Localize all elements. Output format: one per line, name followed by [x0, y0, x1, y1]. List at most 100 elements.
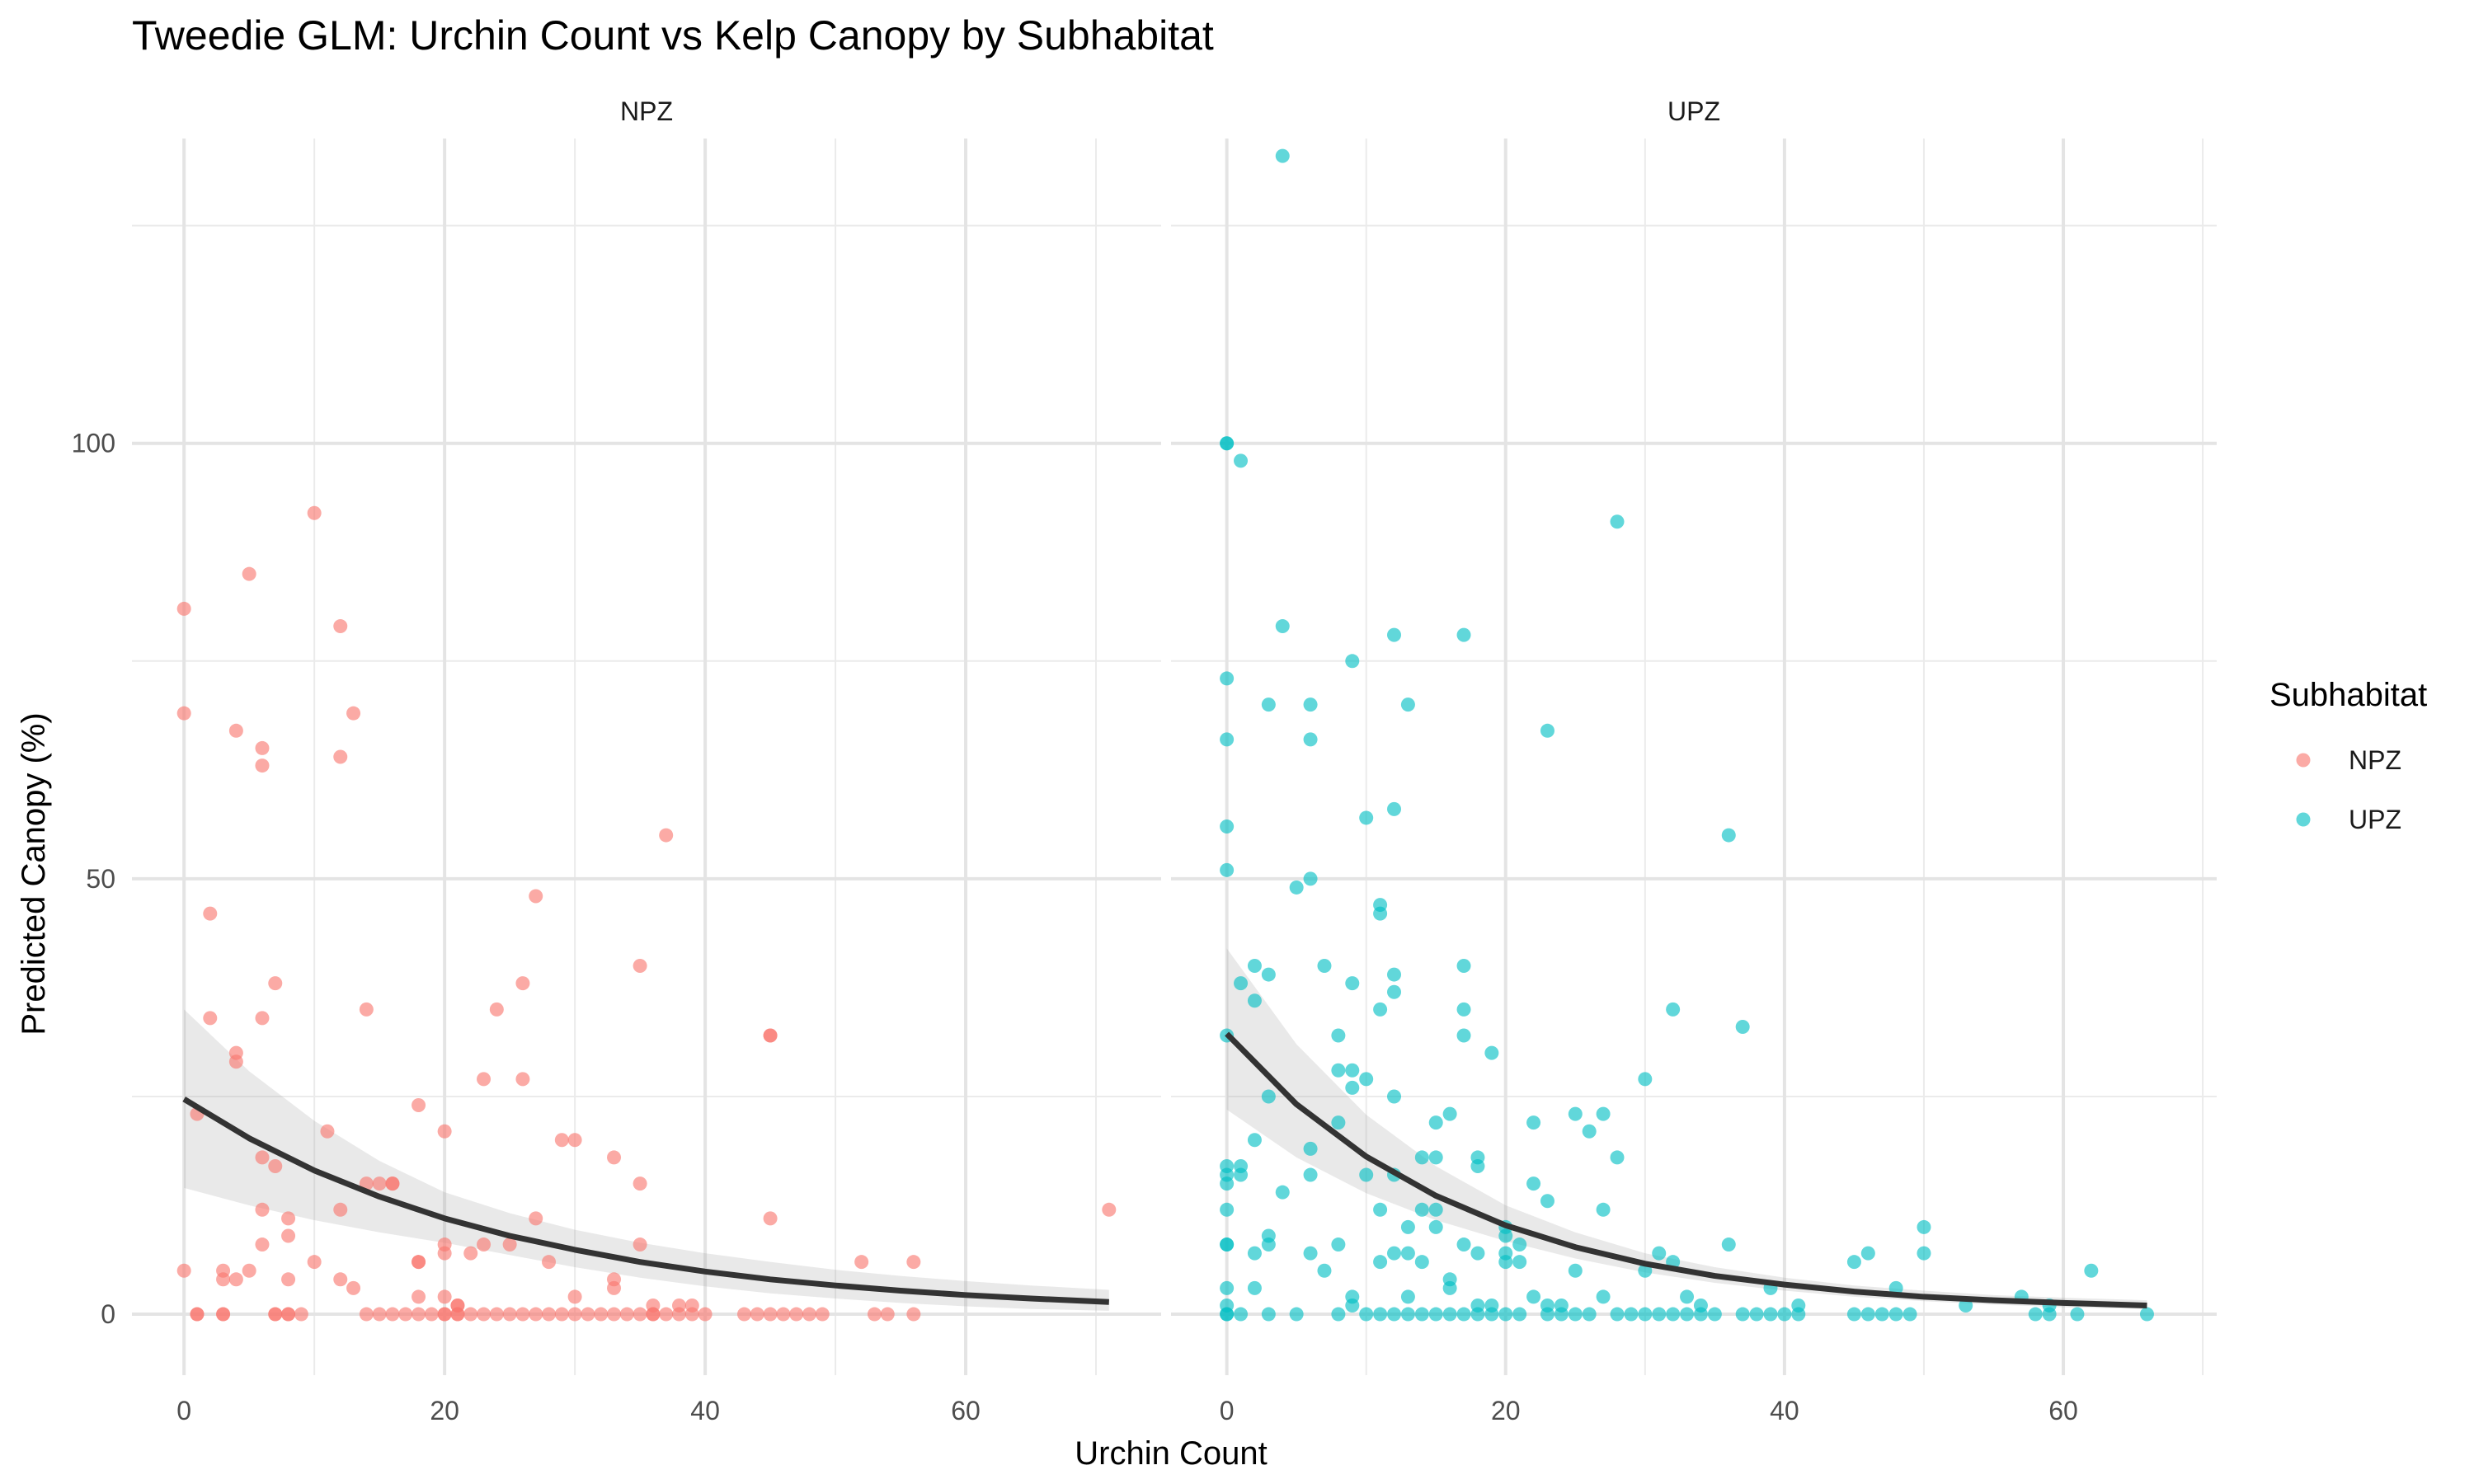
- data-point: [1428, 1219, 1443, 1234]
- data-point: [1345, 1063, 1360, 1078]
- data-point: [1456, 1028, 1471, 1043]
- data-point: [698, 1307, 713, 1322]
- data-point: [190, 1307, 205, 1322]
- legend-key-npz: [2296, 753, 2311, 768]
- data-point: [567, 1307, 582, 1322]
- data-point: [398, 1307, 413, 1322]
- data-point: [268, 1158, 283, 1173]
- data-point: [1693, 1307, 1708, 1322]
- data-point: [281, 1307, 296, 1322]
- data-point: [1261, 1307, 1276, 1322]
- data-point: [255, 1150, 270, 1165]
- data-point: [1373, 1202, 1388, 1217]
- data-point: [412, 1307, 426, 1322]
- data-point: [1317, 959, 1332, 974]
- x-tick-label: 0: [176, 1396, 191, 1425]
- data-point: [1331, 1028, 1346, 1043]
- data-point: [281, 1272, 296, 1287]
- data-point: [1261, 967, 1276, 982]
- data-point: [906, 1307, 921, 1322]
- data-point: [437, 1307, 452, 1322]
- data-point: [242, 566, 256, 581]
- data-point: [1247, 1246, 1262, 1261]
- data-point: [1721, 828, 1736, 843]
- data-point: [1596, 1106, 1611, 1121]
- data-point: [1610, 1307, 1625, 1322]
- data-point: [1707, 1307, 1722, 1322]
- data-point: [529, 1211, 543, 1226]
- data-point: [1387, 801, 1402, 816]
- data-point: [607, 1307, 622, 1322]
- data-point: [1512, 1255, 1527, 1270]
- data-point: [463, 1246, 478, 1261]
- data-point: [1540, 723, 1554, 738]
- data-point: [1387, 984, 1402, 999]
- legend-label-upz: UPZ: [2349, 805, 2401, 834]
- data-points: [176, 505, 1117, 1322]
- data-point: [294, 1307, 308, 1322]
- data-point: [1331, 1237, 1346, 1252]
- data-point: [1680, 1307, 1695, 1322]
- data-point: [255, 758, 270, 773]
- data-point: [684, 1307, 699, 1322]
- data-point: [477, 1237, 492, 1252]
- data-point: [1247, 1280, 1262, 1295]
- data-point: [1512, 1307, 1527, 1322]
- facet-strip-label: NPZ: [620, 96, 673, 126]
- data-point: [281, 1211, 296, 1226]
- data-point: [1428, 1202, 1443, 1217]
- data-point: [216, 1307, 231, 1322]
- data-point: [437, 1289, 452, 1304]
- data-point: [1540, 1194, 1554, 1209]
- data-point: [242, 1263, 256, 1278]
- data-point: [1652, 1307, 1667, 1322]
- data-point: [1373, 1307, 1388, 1322]
- data-point: [1414, 1150, 1429, 1165]
- data-point: [1582, 1307, 1597, 1322]
- data-point: [1317, 1263, 1332, 1278]
- data-point: [1303, 1167, 1318, 1182]
- data-point: [594, 1307, 609, 1322]
- x-tick-label: 40: [690, 1396, 720, 1425]
- data-point: [489, 1002, 504, 1017]
- data-point: [1400, 697, 1415, 712]
- data-point: [359, 1002, 374, 1017]
- data-point: [502, 1237, 517, 1252]
- data-point: [1102, 1202, 1117, 1217]
- data-point: [385, 1307, 400, 1322]
- data-point: [268, 1307, 283, 1322]
- data-point: [1400, 1246, 1415, 1261]
- data-point: [633, 1237, 647, 1252]
- data-point: [763, 1211, 778, 1226]
- data-point: [1512, 1237, 1527, 1252]
- data-point: [1470, 1158, 1485, 1173]
- data-point: [1331, 1115, 1346, 1130]
- confidence-ribbon: [1226, 948, 2147, 1309]
- data-point: [1498, 1228, 1513, 1243]
- data-point: [607, 1150, 622, 1165]
- data-point: [1456, 1002, 1471, 1017]
- data-point: [659, 828, 674, 843]
- data-point: [1261, 1237, 1276, 1252]
- data-point: [1303, 1246, 1318, 1261]
- data-point: [750, 1307, 764, 1322]
- data-point: [437, 1246, 452, 1261]
- data-point: [1666, 1002, 1681, 1017]
- data-point: [1220, 1237, 1235, 1252]
- data-point: [1428, 1115, 1443, 1130]
- data-point: [1888, 1307, 1903, 1322]
- data-point: [1568, 1307, 1583, 1322]
- data-point: [1498, 1255, 1513, 1270]
- data-point: [776, 1307, 791, 1322]
- data-point: [1345, 1080, 1360, 1095]
- data-point: [1359, 1072, 1374, 1087]
- data-point: [867, 1307, 882, 1322]
- data-point: [1860, 1307, 1875, 1322]
- x-tick-label: 20: [1491, 1396, 1521, 1425]
- data-point: [320, 1124, 335, 1139]
- data-point: [542, 1255, 557, 1270]
- data-point: [412, 1098, 426, 1113]
- data-point: [1220, 1280, 1235, 1295]
- panel-upz: UPZ 0 20 40 60: [1171, 96, 2217, 1425]
